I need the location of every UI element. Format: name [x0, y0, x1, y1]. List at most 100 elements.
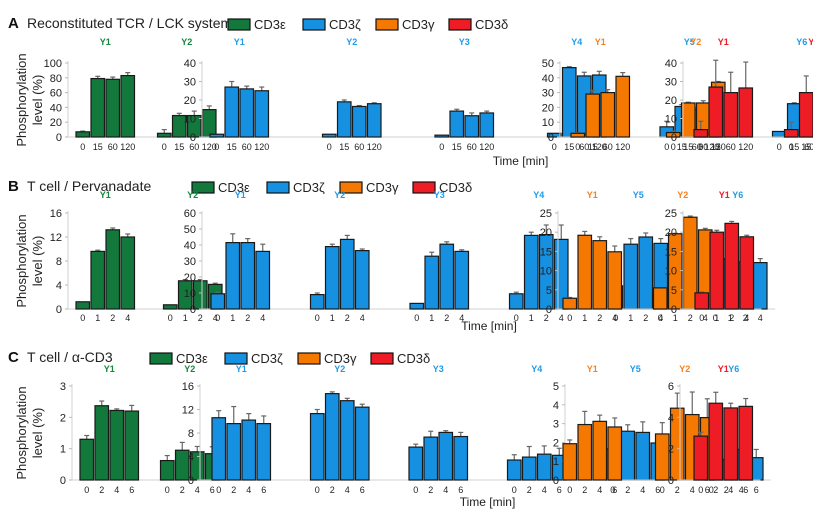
y-axis-label: level (%)	[30, 236, 45, 287]
x-tick-label: 0	[80, 142, 85, 152]
site-label-Y2: Y2	[187, 190, 198, 200]
y-tick-label: 0	[188, 475, 194, 487]
legend-label-CD3d: CD3δ	[475, 17, 508, 32]
y-tick-label: 10	[184, 288, 196, 300]
bar-CD3d-Y1-t120	[738, 87, 754, 138]
bar-CD3z-Y2-t6	[354, 406, 370, 481]
y-tick-label: 50	[184, 224, 196, 236]
y-tick-label: 12	[182, 405, 194, 417]
bar-CD3z-Y4-t15	[561, 67, 577, 138]
x-tick-label: 120	[615, 142, 630, 152]
y-tick-label: 1	[60, 444, 66, 456]
x-tick-label: 60	[354, 142, 364, 152]
x-tick-label: 2	[110, 313, 115, 323]
y-tick-label: 20	[665, 95, 677, 107]
x-tick-label: 2	[245, 313, 250, 323]
x-tick-label: 4	[597, 485, 602, 495]
bar-CD3e-Y1-t4	[109, 409, 125, 481]
y-tick-label: 0	[668, 475, 674, 487]
site-label-Y2: Y2	[690, 37, 701, 47]
x-tick-label: 4	[744, 313, 749, 323]
x-tick-label: 120	[711, 142, 726, 152]
x-tick-label: 4	[542, 485, 547, 495]
legend-swatch-CD3e	[191, 181, 215, 194]
site-label-Y2: Y2	[334, 190, 345, 200]
x-tick-label: 2	[527, 485, 532, 495]
x-tick-label: 0	[567, 313, 572, 323]
panel-title: Reconstituted TCR / LCK system	[27, 15, 232, 31]
site-label-Y3: Y3	[433, 364, 444, 374]
y-tick-label: 0	[671, 132, 677, 144]
y-tick-label: 40	[542, 73, 554, 85]
y-tick-label: 4	[668, 412, 674, 424]
bar-CD3z-Y1-t60	[239, 88, 255, 138]
bar-CD3z-Y5-t2	[620, 430, 636, 481]
site-label-Y1: Y1	[234, 37, 245, 47]
bar-CD3z-Y2-t0	[309, 294, 325, 310]
x-tick-label: 15	[683, 142, 693, 152]
bar-CD3e-Y1-t2	[94, 405, 110, 481]
x-tick-label: 1	[230, 313, 235, 323]
site-label-Y5: Y5	[630, 364, 641, 374]
x-tick-label: 0	[552, 142, 557, 152]
bar-CD3z-Y2-t4	[339, 400, 355, 481]
x-tick-label: 0	[660, 485, 665, 495]
y-tick-label: 12	[50, 232, 62, 244]
site-label-Y1: Y1	[718, 364, 729, 374]
y-tick-label: 0	[553, 475, 559, 487]
x-tick-label: 60	[603, 142, 613, 152]
y-tick-label: 20	[184, 95, 196, 107]
legend-label-CD3z: CD3ζ	[251, 351, 283, 366]
x-tick-label: 6	[754, 485, 759, 495]
bar-CD3d-Y1-t4	[723, 407, 739, 481]
y-tick-label: 20	[540, 227, 552, 239]
y-tick-label: 80	[50, 73, 62, 85]
y-tick-label: 5	[546, 285, 552, 297]
x-tick-label: 120	[704, 142, 719, 152]
x-tick-label: 0	[214, 142, 219, 152]
bar-CD3z-Y3-t0	[409, 302, 425, 310]
panel-title: T cell / α-CD3	[27, 349, 113, 365]
x-axis-label: Time [min]	[461, 319, 517, 333]
bar-CD3e-Y2-t0	[162, 304, 178, 310]
x-tick-label: 0	[413, 485, 418, 495]
x-tick-label: 6	[705, 485, 710, 495]
legend-label-CD3e: CD3ε	[176, 351, 208, 366]
y-tick-label: 0	[60, 475, 66, 487]
bar-CD3e-Y2-t15	[171, 114, 187, 138]
x-tick-label: 0	[671, 142, 676, 152]
y-tick-label: 40	[665, 58, 677, 70]
y-tick-label: 2	[668, 444, 674, 456]
bar-CD3e-Y1-t120	[120, 74, 136, 138]
y-tick-label: 16	[50, 208, 62, 220]
x-tick-label: 0	[610, 485, 615, 495]
x-tick-label: 120	[202, 142, 217, 152]
x-tick-label: 60	[692, 142, 702, 152]
x-tick-label: 15	[789, 142, 799, 152]
bar-CD3z-Y4-t0	[508, 293, 524, 310]
x-tick-label: 0	[414, 313, 419, 323]
y-tick-label: 20	[665, 227, 677, 239]
x-tick-label: 0	[777, 142, 782, 152]
bar-CD3g-Y1-t0	[562, 297, 578, 310]
x-tick-label: 2	[198, 313, 203, 323]
site-label-Y5: Y5	[684, 37, 695, 47]
y-tick-label: 100	[44, 58, 62, 70]
bar-CD3g-Y1-t15	[585, 93, 601, 138]
x-tick-label: 120	[367, 142, 382, 152]
bar-CD3g-Y2-t0	[652, 287, 668, 310]
y-tick-label: 10	[184, 114, 196, 126]
y-tick-label: 6	[668, 381, 674, 393]
bar-CD3z-Y6-t4	[752, 262, 768, 310]
site-label-Y4: Y4	[531, 364, 542, 374]
bar-CD3z-Y3-t2	[439, 243, 455, 310]
x-tick-label: 4	[728, 485, 733, 495]
bar-CD3e-Y2-t120	[201, 109, 217, 138]
x-tick-label: 0	[713, 313, 718, 323]
bar-CD3g-Y1-t1	[577, 234, 593, 310]
legend-swatch-CD3d	[448, 18, 472, 31]
x-tick-label: 4	[703, 313, 708, 323]
bar-CD3z-Y1-t4	[255, 250, 271, 310]
x-tick-label: 1	[728, 313, 733, 323]
